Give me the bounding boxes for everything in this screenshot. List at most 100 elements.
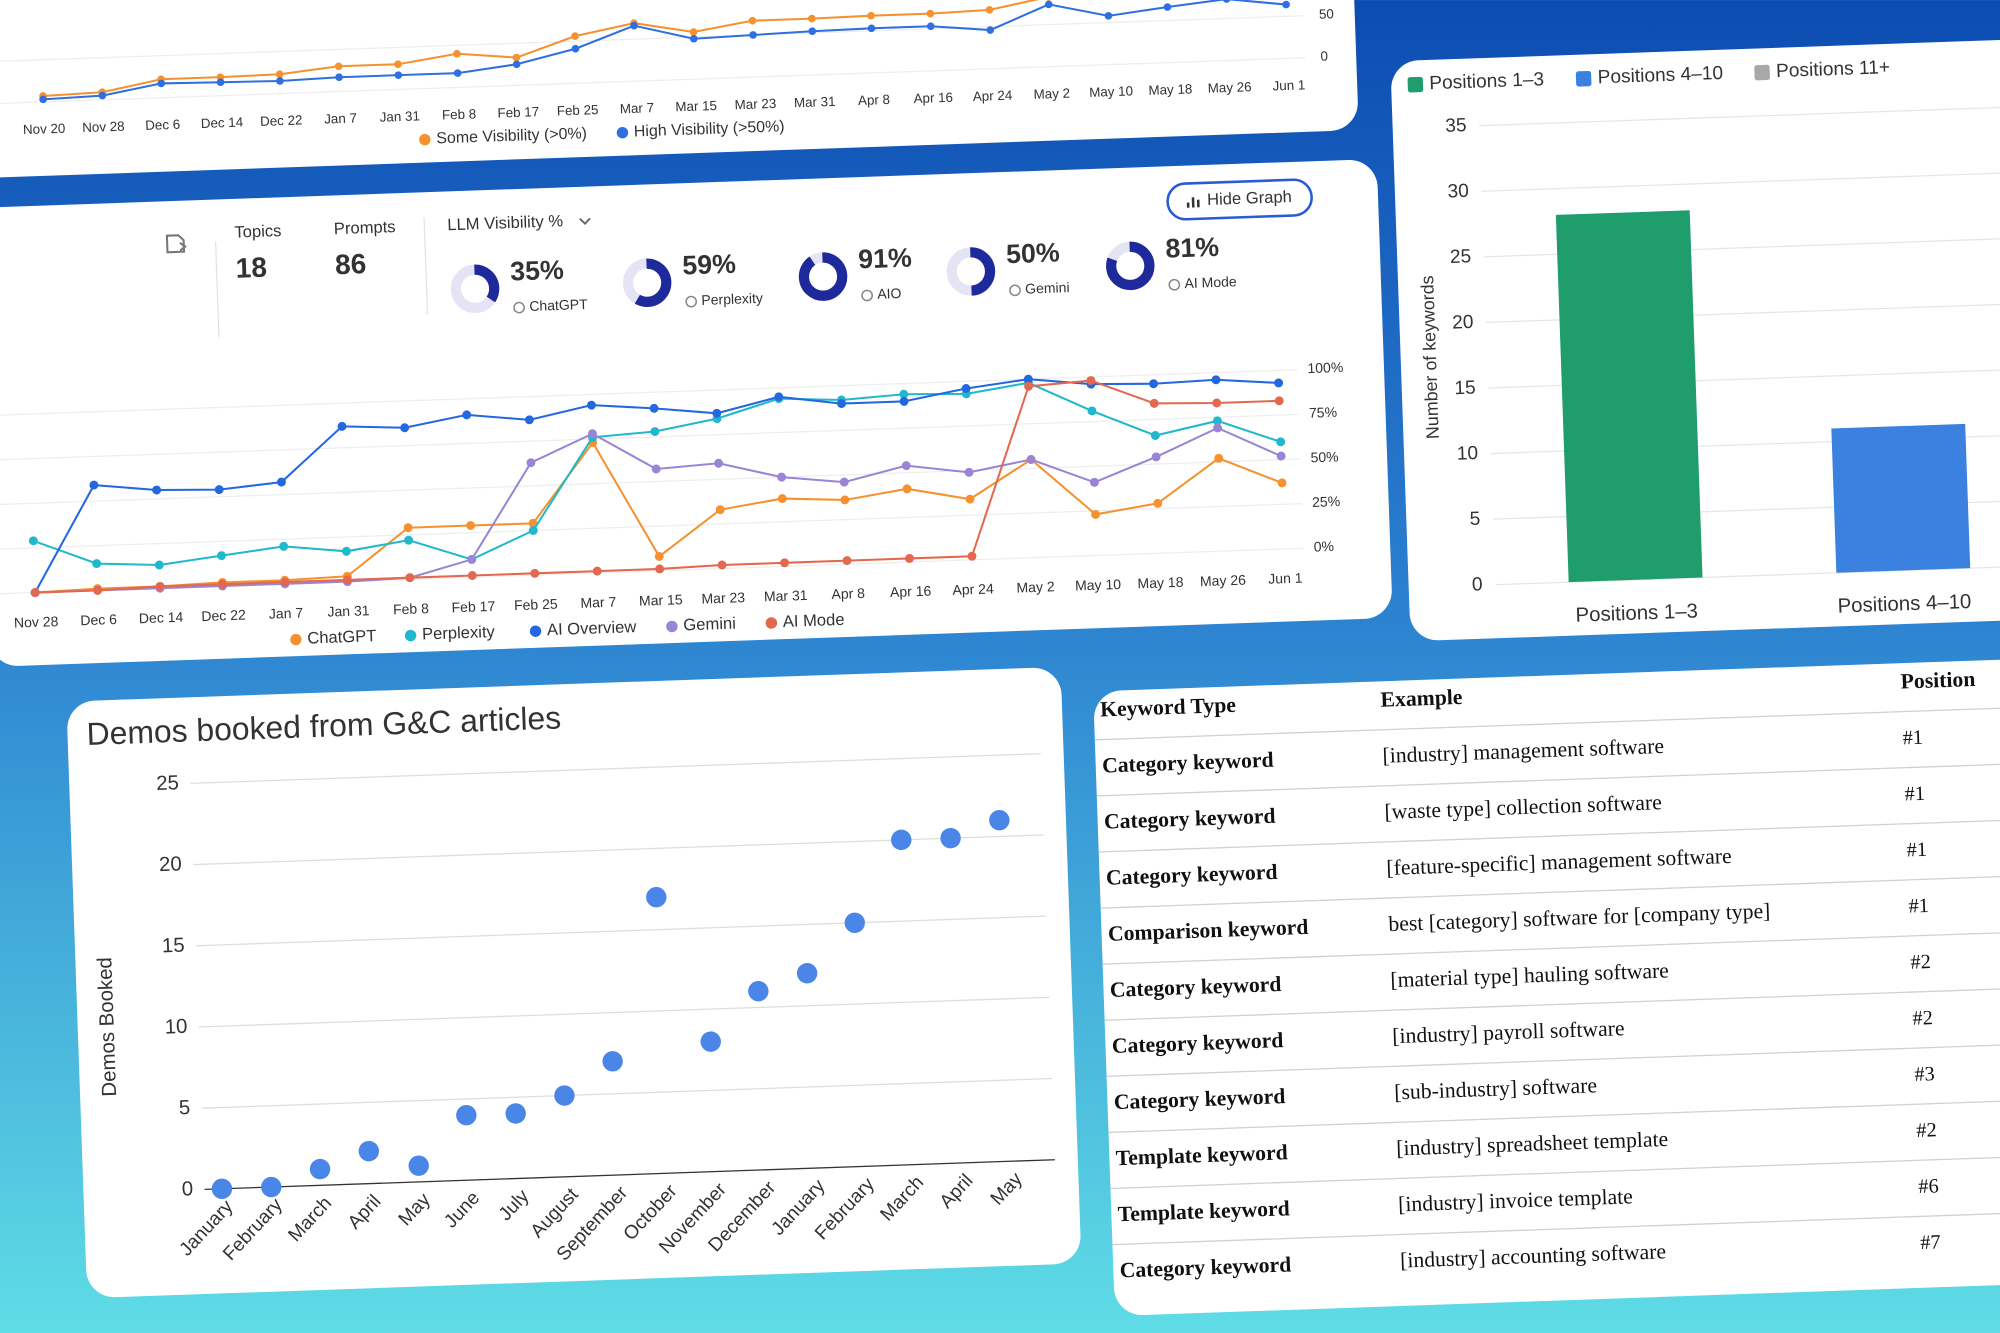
x-tick-label: Apr 24 [952, 580, 994, 597]
y-tick-label: 25 [156, 772, 179, 795]
data-point [217, 551, 226, 561]
data-point [989, 809, 1010, 831]
data-point [1211, 375, 1221, 385]
data-point [211, 1178, 233, 1199]
data-point [1044, 0, 1053, 9]
grid-line [0, 15, 1304, 64]
data-point [89, 480, 99, 490]
x-tick-label: Jan 31 [379, 108, 420, 124]
data-point [1276, 437, 1286, 447]
y-tick-label: 0 [181, 1178, 193, 1200]
donut-value: 50% [1006, 237, 1061, 269]
data-point [98, 91, 107, 100]
x-tick-label: Nov 20 [23, 121, 66, 137]
data-point [358, 1140, 380, 1162]
data-point [92, 559, 102, 569]
data-point [899, 389, 909, 399]
data-point [462, 410, 472, 420]
table-cell: #7 [1920, 1231, 1941, 1254]
button-frame[interactable] [1166, 178, 1313, 221]
row-divider [1096, 761, 2000, 797]
donut-value: 35% [510, 255, 565, 287]
demos-panel: Demos booked from G&C articles 051015202… [67, 667, 1081, 1298]
legend-swatch [419, 133, 431, 146]
grid-line [201, 1077, 1053, 1109]
data-point [796, 963, 818, 984]
stat-value: 86 [335, 248, 367, 280]
data-point [807, 14, 816, 23]
stat-value: 18 [235, 252, 267, 284]
data-point [403, 523, 413, 533]
chevron[interactable] [579, 217, 591, 225]
x-tick-label: Feb 25 [514, 596, 558, 614]
data-point [279, 541, 289, 551]
button-icon[interactable] [1186, 197, 1200, 208]
legend-swatch [290, 633, 302, 646]
data-point [155, 581, 165, 591]
table-cell: #3 [1914, 1063, 1935, 1086]
data-point [712, 408, 722, 418]
data-point [334, 62, 343, 71]
row-divider [1112, 1210, 2000, 1246]
grid-line [1481, 168, 2000, 192]
grid-line [0, 503, 1302, 551]
data-point [715, 505, 725, 515]
data-point [276, 477, 286, 487]
stat-label: Topics [234, 221, 282, 242]
table-cell: #1 [1902, 727, 1923, 750]
data-point [602, 1051, 623, 1072]
grid-line [1479, 103, 2000, 127]
export-icon[interactable] [165, 234, 187, 254]
data-point [571, 44, 580, 53]
data-point [587, 429, 597, 439]
data-point [774, 392, 784, 402]
llm-panel: LLM Visibility % Hide Graph 0% 25% 50% 75% 1… [0, 159, 1392, 666]
y-tick-label: 50% [1310, 448, 1339, 465]
x-tick-label: Nov 28 [82, 119, 125, 135]
y-tick-label: 50 [1319, 6, 1334, 22]
y-tick-label: 20 [1452, 312, 1474, 334]
table-cell: Category keyword [1119, 1252, 1291, 1282]
x-tick-label: Jun 1 [1272, 77, 1305, 93]
row-divider [1110, 1154, 2000, 1190]
data-point [700, 1031, 721, 1052]
table-cell: Category keyword [1102, 748, 1274, 778]
data-point [650, 427, 660, 437]
legend-label: Positions 4–10 [1597, 63, 1723, 88]
legend-label: Some Visibility (>0%) [436, 125, 587, 147]
grid-line [0, 458, 1301, 506]
table-cell: #1 [1906, 839, 1927, 862]
table-cell: #2 [1916, 1119, 1937, 1142]
data-point [777, 494, 787, 504]
legend-swatch [765, 617, 778, 629]
data-point [218, 579, 227, 589]
data-point [528, 526, 538, 535]
x-tick-label: Apr 8 [858, 92, 890, 108]
data-point [1150, 431, 1160, 440]
button-label[interactable]: Hide Graph [1207, 187, 1292, 209]
data-point [964, 467, 974, 477]
data-point [1214, 453, 1224, 463]
data-point [777, 472, 787, 482]
x-tick-label: Positions 1–3 [1575, 600, 1698, 626]
bar [1831, 423, 1971, 573]
x-tick-label: May 18 [1148, 81, 1192, 98]
data-point [905, 553, 914, 563]
data-point [839, 477, 849, 487]
visibility-panel: 0 50 Nov 20 Nov 28 Dec 6 Dec 14 Dec 22 Jan 7 Jan… [0, 0, 1358, 178]
hide-graph-button[interactable]: Hide Graph [1166, 178, 1313, 221]
data-point [1274, 378, 1284, 388]
data-point [280, 577, 290, 587]
data-point [902, 484, 912, 494]
table-cell: Category keyword [1113, 1084, 1285, 1114]
x-tick-label: May 26 [1200, 572, 1247, 590]
data-point [554, 1085, 575, 1106]
data-point [1087, 406, 1097, 416]
data-point [749, 31, 757, 39]
data-point [276, 77, 284, 85]
data-point [400, 423, 410, 433]
data-point [1086, 376, 1096, 386]
data-point [965, 494, 975, 504]
table-cell: Template keyword [1117, 1196, 1290, 1226]
